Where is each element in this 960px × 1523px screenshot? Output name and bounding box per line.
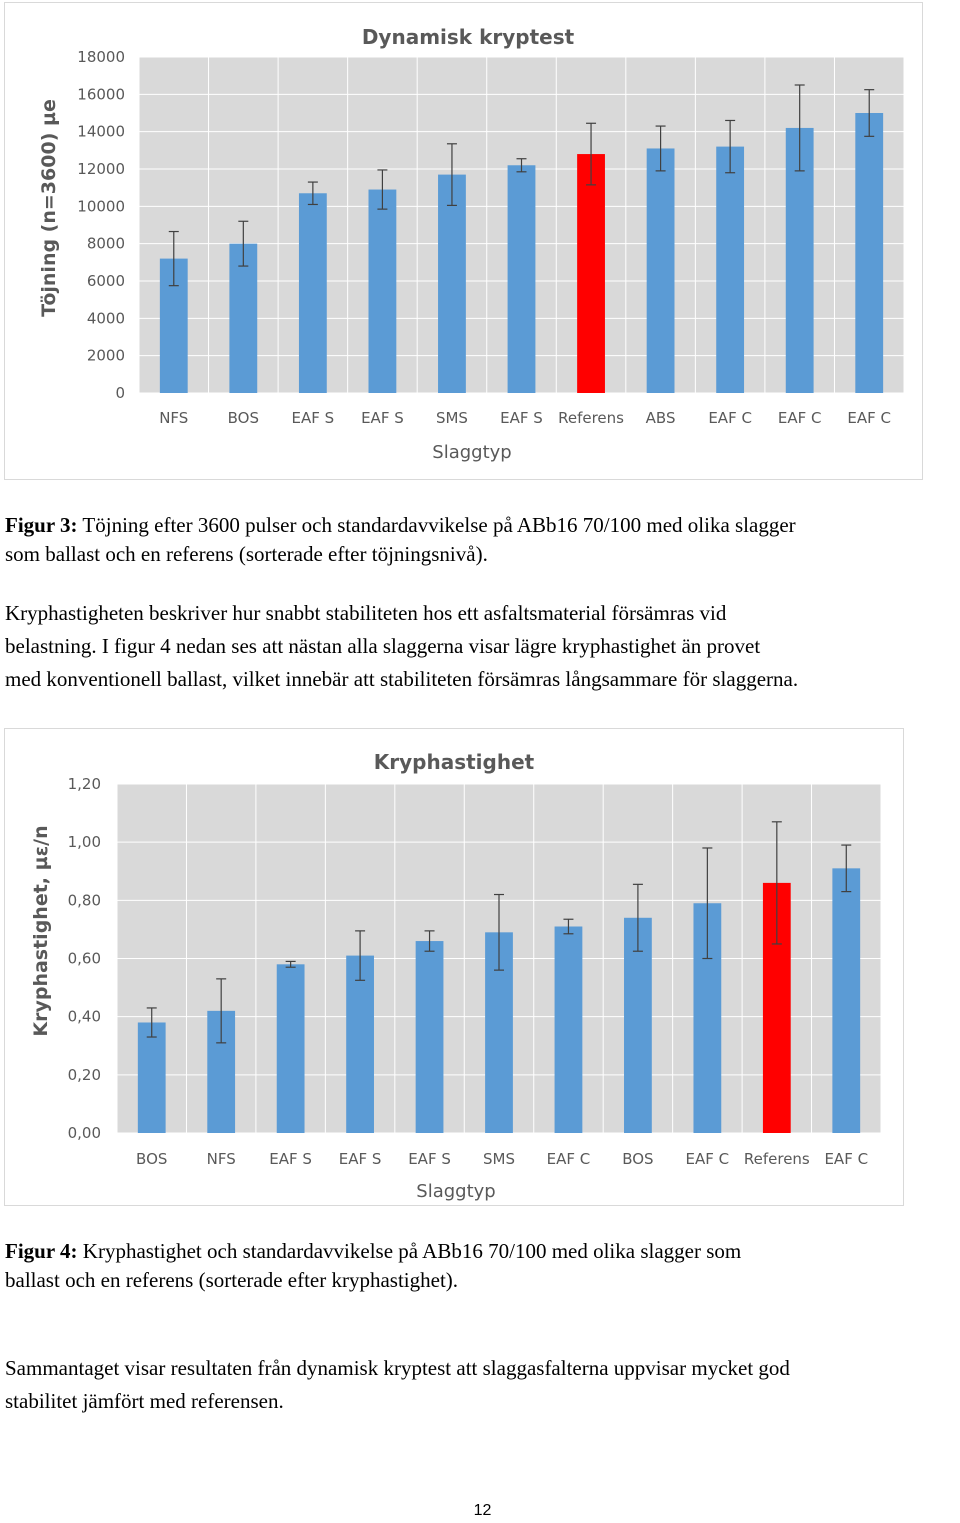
- paragraph1-line2: belastning. I figur 4 nedan ses att näst…: [5, 634, 761, 658]
- chart2-svg: 0,00 0,20 0,40 0,60 0,80 1,00 1,20 BOS NFS EAF S…: [30, 750, 882, 1202]
- c2-y-tick-label: 1,00: [68, 833, 101, 851]
- c2-bar: [554, 926, 583, 1133]
- c1-y-tick-label: 16000: [77, 85, 125, 103]
- c1-y-tick-label: 10000: [77, 197, 125, 215]
- paragraph1-line1: Kryphastigheten beskriver hur snabbt sta…: [5, 601, 727, 625]
- chart-dynamisk-kryptest: 0 2000 4000 6000 8000 10000 12000 14000 16000 180…: [4, 2, 923, 480]
- c2-y-tick-label: 1,20: [68, 775, 101, 793]
- c2-category-label: EAF C: [686, 1150, 730, 1168]
- chart2-title: Kryphastighet: [374, 750, 535, 774]
- c2-category-label: EAF S: [408, 1150, 451, 1168]
- c1-category-label: SMS: [436, 409, 468, 427]
- c1-category-label: EAF S: [500, 409, 543, 427]
- c2-category-label: BOS: [136, 1150, 167, 1168]
- c1-y-tick-label: 12000: [77, 160, 125, 178]
- c1-category-label: NFS: [159, 409, 188, 427]
- chart-kryphastighet: 0,00 0,20 0,40 0,60 0,80 1,00 1,20 BOS NFS EAF S…: [4, 728, 904, 1206]
- c1-y-tick-label: 4000: [87, 309, 125, 327]
- figure3-label: Figur 3:: [5, 513, 78, 537]
- c1-bar: [438, 174, 466, 393]
- chart1-svg: 0 2000 4000 6000 8000 10000 12000 14000 16000 180…: [38, 25, 905, 463]
- c1-bar: [298, 193, 327, 393]
- c1-bar: [368, 189, 397, 393]
- c1-bar: [855, 113, 884, 393]
- figure3-caption-text1: Töjning efter 3600 pulser och standardav…: [77, 513, 796, 537]
- c2-bar: [624, 917, 652, 1133]
- c2-y-tick-label: 0,20: [68, 1066, 101, 1084]
- chart2-y-axis-label: Kryphastighet, µε/n: [30, 825, 52, 1036]
- c1-bar: [577, 154, 605, 393]
- c1-category-label: EAF C: [847, 409, 891, 427]
- c1-category-label: EAF S: [292, 409, 335, 427]
- page-number: 12: [473, 1502, 492, 1519]
- c2-bar: [137, 1022, 166, 1133]
- c1-bar: [507, 165, 536, 393]
- c2-bar: [415, 941, 444, 1133]
- figure4-caption-line2: ballast och en referens (sorterade efter…: [5, 1268, 459, 1292]
- paragraph2-line1: Sammantaget visar resultaten från dynami…: [5, 1356, 790, 1380]
- c2-category-label: EAF S: [339, 1150, 382, 1168]
- c2-category-label: EAF C: [547, 1150, 591, 1168]
- c2-y-tick-label: 0,00: [68, 1124, 101, 1142]
- c2-bar: [346, 955, 374, 1133]
- figure3-caption-line1: Figur 3: Töjning efter 3600 pulser och s…: [5, 511, 960, 540]
- c1-y-tick-label: 18000: [77, 48, 125, 66]
- c1-y-tick-label: 8000: [87, 235, 125, 253]
- c1-category-label: EAF S: [361, 409, 404, 427]
- c1-bar: [229, 243, 258, 393]
- c1-bar: [716, 146, 745, 393]
- c2-category-label: BOS: [622, 1150, 653, 1168]
- c1-y-tick-label: 6000: [87, 272, 125, 290]
- c2-bar: [276, 964, 305, 1133]
- c2-y-tick-label: 0,60: [68, 950, 101, 968]
- chart1-x-axis-label: Slaggtyp: [432, 442, 511, 463]
- c1-category-label: ABS: [646, 409, 676, 427]
- paragraph2-line2: stabilitet jämfört med referensen.: [5, 1389, 284, 1413]
- c2-category-label: SMS: [483, 1150, 515, 1168]
- c1-bar: [646, 148, 675, 393]
- paragraph1-line3: med konventionell ballast, vilket innebä…: [5, 667, 799, 691]
- c1-y-tick-label: 14000: [77, 123, 125, 141]
- c1-y-tick-label: 0: [115, 384, 125, 402]
- c1-category-label: BOS: [228, 409, 259, 427]
- c2-y-tick-label: 0,40: [68, 1008, 101, 1026]
- figure4-label: Figur 4:: [5, 1239, 78, 1263]
- c2-category-label: NFS: [207, 1150, 236, 1168]
- chart1-title: Dynamisk kryptest: [362, 25, 575, 49]
- c1-y-tick-label: 2000: [87, 347, 125, 365]
- c1-category-label: EAF C: [708, 409, 752, 427]
- c2-category-label: EAF S: [269, 1150, 312, 1168]
- c1-category-label: EAF C: [778, 409, 822, 427]
- c2-category-label: EAF C: [824, 1150, 868, 1168]
- figure3-caption-line2: som ballast och en referens (sorterade e…: [5, 542, 488, 566]
- figure4-caption-line1: Figur 4: Kryphastighet och standardavvik…: [5, 1237, 960, 1266]
- chart2-x-axis-label: Slaggtyp: [416, 1181, 495, 1202]
- c2-bar: [832, 868, 861, 1133]
- c1-bar: [785, 127, 814, 393]
- figure4-caption-text1: Kryphastighet och standardavvikelse på A…: [77, 1239, 742, 1263]
- chart1-y-axis-label: Töjning (n=3600) µe: [38, 99, 60, 317]
- c2-category-label: Referens: [744, 1150, 810, 1168]
- c1-category-label: Referens: [558, 409, 624, 427]
- c2-y-tick-label: 0,80: [68, 891, 101, 909]
